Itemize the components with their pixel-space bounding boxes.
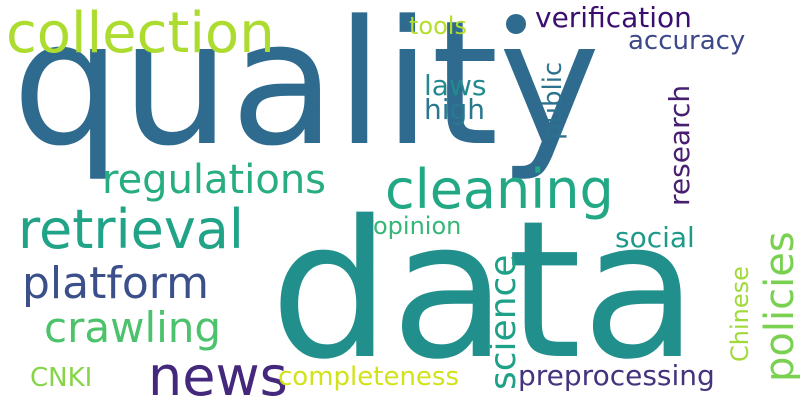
word-accuracy: accuracy — [628, 26, 746, 56]
word-data: data — [270, 180, 698, 400]
dot-mark — [506, 14, 526, 34]
word-collection: collection — [6, 1, 275, 66]
word-retrieval: retrieval — [18, 198, 244, 261]
word-cnki: CNKI — [30, 363, 93, 393]
word-chinese: Chinese — [726, 266, 754, 362]
word-cleaning: cleaning — [385, 158, 614, 221]
word-public: public — [538, 61, 568, 140]
word-laws: laws — [424, 69, 487, 102]
word-crawling: crawling — [44, 303, 222, 352]
word-verification: verification — [535, 1, 692, 34]
word-science: science — [483, 254, 524, 390]
word-opinion: opinion — [373, 212, 462, 240]
word-tools: tools — [409, 12, 467, 40]
word-quality: quality — [12, 0, 601, 184]
word-platform: platform — [22, 258, 209, 309]
word-completeness: completeness — [278, 362, 460, 392]
word-news: news — [148, 345, 288, 400]
word-regulations: regulations — [102, 157, 327, 203]
word-research: research — [663, 84, 696, 206]
word-social: social — [615, 221, 695, 254]
word-preprocessing: preprocessing — [518, 359, 715, 392]
word-high: high — [424, 93, 486, 126]
word-policies: policies — [757, 231, 800, 382]
